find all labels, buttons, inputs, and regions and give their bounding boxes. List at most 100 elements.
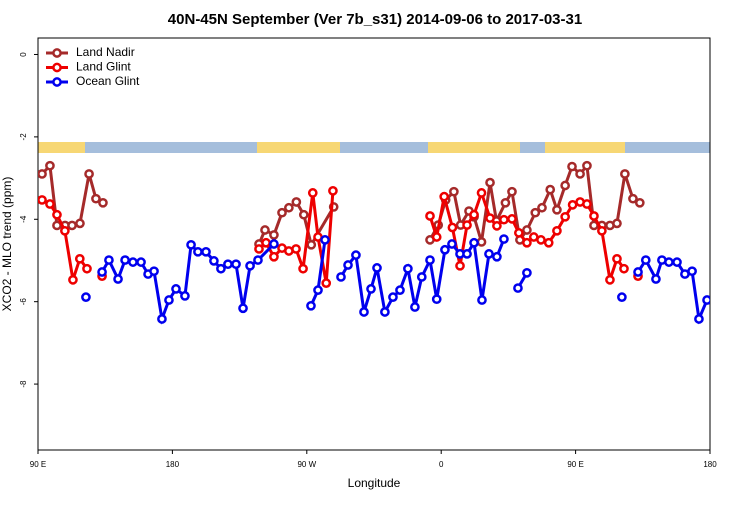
legend-marker [52,48,62,58]
data-point [560,211,570,222]
data-point [171,284,181,294]
data-point [306,239,317,250]
data-point [552,204,562,215]
data-point [597,225,607,236]
data-point [567,161,577,172]
x-tick-label: 180 [703,460,717,469]
data-point [612,218,622,229]
data-point [209,256,219,266]
ocean-band [340,142,428,153]
data-point [372,263,382,273]
data-point [476,188,487,198]
legend-label: Ocean Glint [76,74,140,88]
data-point [687,266,697,277]
data-point [307,188,318,198]
data-point [298,263,308,274]
data-point [231,259,241,270]
data-point [82,263,92,274]
data-point [640,255,651,265]
data-point [201,246,211,257]
data-point [351,250,361,260]
data-point [537,202,547,213]
legend-label: Land Glint [76,60,131,74]
data-point [75,218,85,229]
data-point [582,160,592,171]
data-point [313,285,323,295]
data-point [395,285,405,295]
data-point [469,237,479,248]
series-line [42,191,638,283]
data-point [403,263,413,274]
data-point [254,244,264,254]
data-point [507,214,517,224]
data-point [447,239,457,249]
x-tick-label: 180 [166,460,180,469]
data-point [462,220,472,230]
data-point [98,197,108,208]
data-point [410,302,420,312]
data-point [291,244,301,254]
ocean-band [625,142,710,153]
y-axis-label: XCO2 - MLO trend (ppm) [0,177,14,312]
data-point [582,199,592,209]
ocean-band [520,142,545,153]
data-point [67,220,77,231]
data-point [500,197,511,208]
data-point [180,291,190,301]
data-point [97,267,107,277]
data-point [113,274,123,284]
data-point [359,307,369,317]
data-point [522,237,532,248]
data-point [651,274,661,284]
data-point [536,235,546,245]
data-point [522,267,532,278]
data-point [68,274,78,285]
data-point [149,266,159,277]
data-point [672,257,682,267]
data-point [291,197,302,207]
data-point [694,314,704,324]
data-point [425,211,435,221]
data-point [216,263,226,274]
x-tick-label: 90 E [30,460,46,469]
data-point [476,237,487,247]
data-point [45,199,55,209]
data-point [45,160,55,171]
data-point [120,255,130,265]
data-point [136,257,146,267]
data-point [104,255,114,265]
y-tick-label: -2 [19,133,28,141]
data-point [388,292,398,302]
data-point [164,295,174,305]
data-point [269,230,279,240]
data-point [560,180,570,191]
data-point [543,237,554,248]
data-point [628,193,638,204]
data-point [425,255,435,265]
x-tick-label: 90 W [297,460,316,469]
data-point [545,184,556,195]
data-point [277,207,287,218]
data-point [157,314,167,324]
data-point [261,237,271,248]
data-point [431,294,442,305]
x-tick-label: 0 [439,460,444,469]
data-point [447,222,458,233]
plot-area [38,160,710,325]
data-point [492,251,502,262]
legend-marker [52,77,62,87]
data-point [575,169,585,179]
data-point [620,169,630,179]
data-point [366,284,376,294]
data-point [269,239,279,249]
data-point [38,169,47,179]
data-point [485,177,495,188]
series-line [100,238,709,325]
data-point [298,209,309,220]
data-point [328,186,338,196]
data-point [462,249,472,259]
data-point [193,246,203,257]
data-point [619,263,629,274]
data-point [91,193,101,204]
